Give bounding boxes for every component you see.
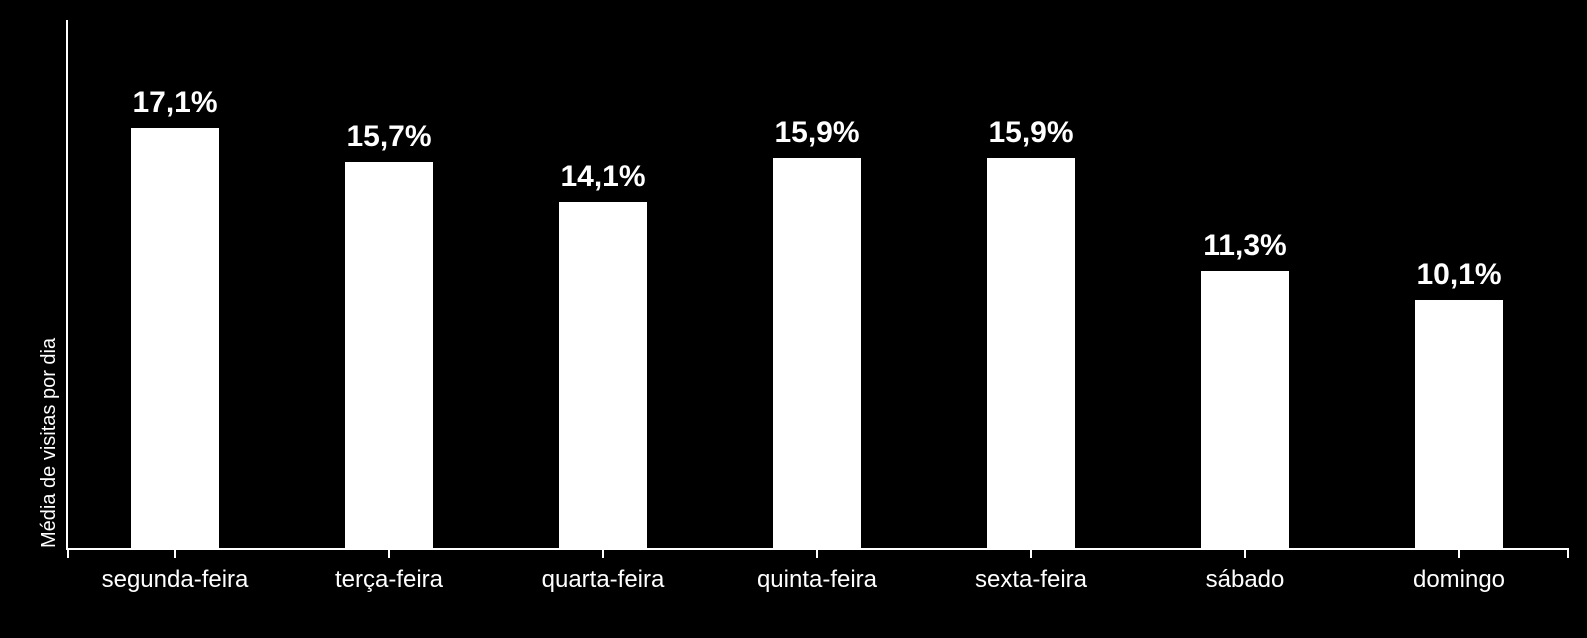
plot-area: 17,1%15,7%14,1%15,9%15,9%11,3%10,1% xyxy=(68,20,1568,548)
x-axis-tick xyxy=(1567,548,1569,558)
bar xyxy=(559,202,647,548)
x-axis-tick xyxy=(1244,548,1246,558)
bar-value-label: 15,9% xyxy=(924,116,1138,150)
bar-value-label: 11,3% xyxy=(1138,229,1352,263)
x-axis-tick xyxy=(174,548,176,558)
category-label: domingo xyxy=(1352,566,1566,594)
x-axis-tick xyxy=(388,548,390,558)
bar xyxy=(131,128,219,548)
x-axis-tick xyxy=(67,548,69,558)
category-label: terça-feira xyxy=(282,566,496,594)
category-label: sábado xyxy=(1138,566,1352,594)
category-label: quarta-feira xyxy=(496,566,710,594)
bar xyxy=(1415,300,1503,548)
category-label: sexta-feira xyxy=(924,566,1138,594)
bar-value-label: 15,7% xyxy=(282,120,496,154)
y-axis-label: Média de visitas por dia xyxy=(38,338,61,548)
bar-value-label: 15,9% xyxy=(710,116,924,150)
x-axis-tick xyxy=(602,548,604,558)
category-label: quinta-feira xyxy=(710,566,924,594)
bar xyxy=(987,158,1075,548)
bar-value-label: 14,1% xyxy=(496,160,710,194)
bar xyxy=(1201,271,1289,549)
x-axis-tick xyxy=(1458,548,1460,558)
visits-by-day-chart: 17,1%15,7%14,1%15,9%15,9%11,3%10,1%Média… xyxy=(0,0,1587,638)
bar-value-label: 10,1% xyxy=(1352,258,1566,292)
bar-value-label: 17,1% xyxy=(68,86,282,120)
x-axis-tick xyxy=(816,548,818,558)
x-axis-line xyxy=(68,548,1568,550)
bar xyxy=(345,162,433,548)
bar xyxy=(773,158,861,548)
x-axis-tick xyxy=(1030,548,1032,558)
category-label: segunda-feira xyxy=(68,566,282,594)
